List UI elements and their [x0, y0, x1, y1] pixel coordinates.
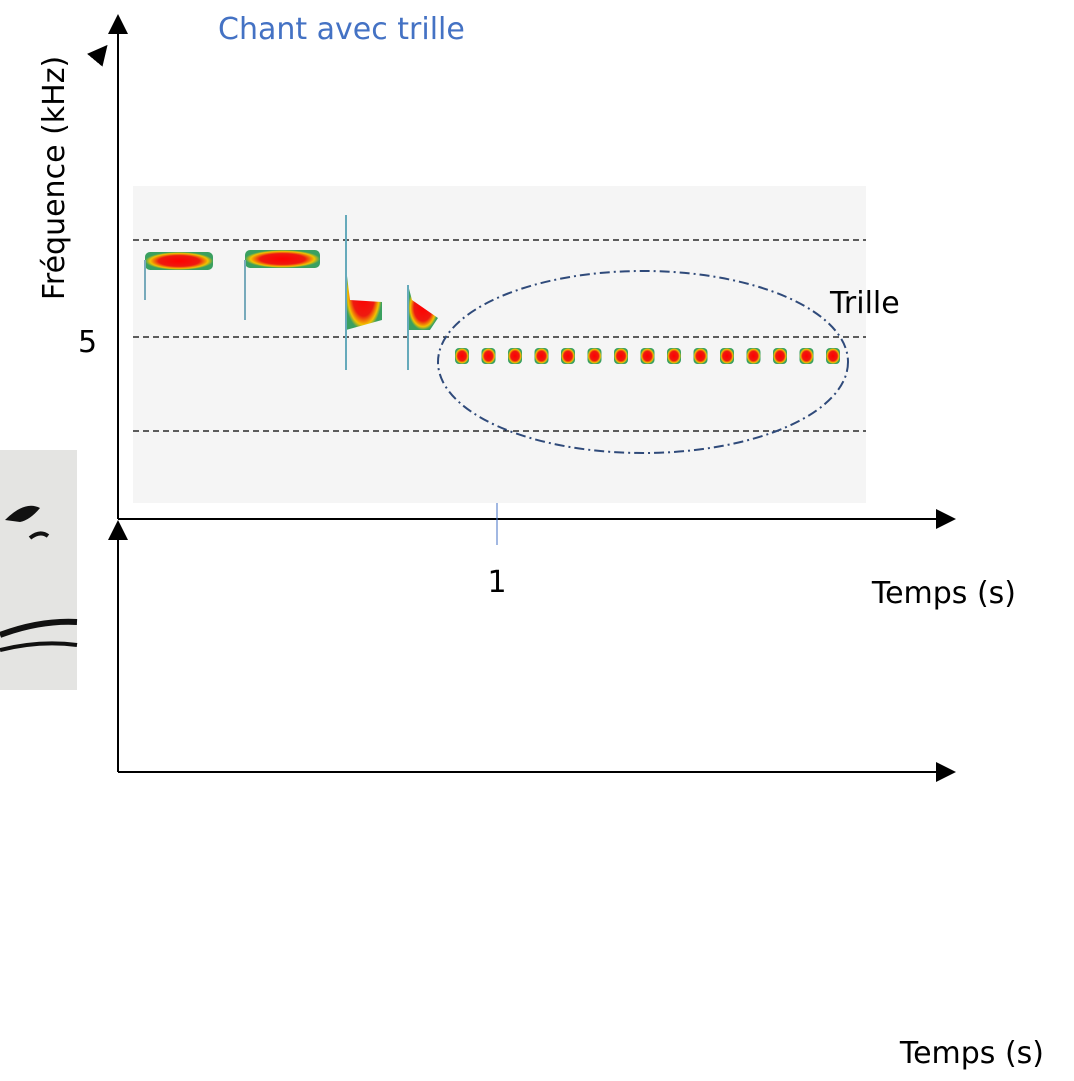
x-axis-label: Temps (s): [871, 576, 1016, 611]
x-tick-label: 1: [487, 565, 506, 600]
trill-note: [826, 348, 840, 364]
trill-note: [693, 348, 708, 364]
trill-note: [667, 348, 681, 364]
trill-note: [534, 348, 549, 364]
y-tick-label: 5: [78, 325, 97, 360]
dashed-guides: [133, 239, 866, 432]
x-axis-label: Temps (s): [899, 1036, 1044, 1071]
trill-note: [799, 348, 814, 364]
trill-note: [587, 348, 602, 364]
trill-note: [614, 348, 628, 364]
trill-note: [720, 348, 734, 364]
trill-note: [640, 348, 655, 364]
trill-note: [508, 348, 522, 364]
spectrogram-background: [133, 186, 866, 503]
trill-ellipse: [437, 270, 849, 454]
bird-image: [0, 450, 78, 690]
axes: [87, 14, 956, 782]
annotation: Trille: [829, 286, 900, 321]
trill-note: [561, 348, 575, 364]
spectrogram-syllables: [144, 215, 840, 370]
trill-note: [746, 348, 761, 364]
trill-note: [773, 348, 787, 364]
trill-note: [455, 348, 469, 364]
title: Chant avec trille: [218, 12, 465, 47]
trill-note: [481, 348, 496, 364]
y-axis-label: Fréquence (kHz): [37, 56, 72, 300]
